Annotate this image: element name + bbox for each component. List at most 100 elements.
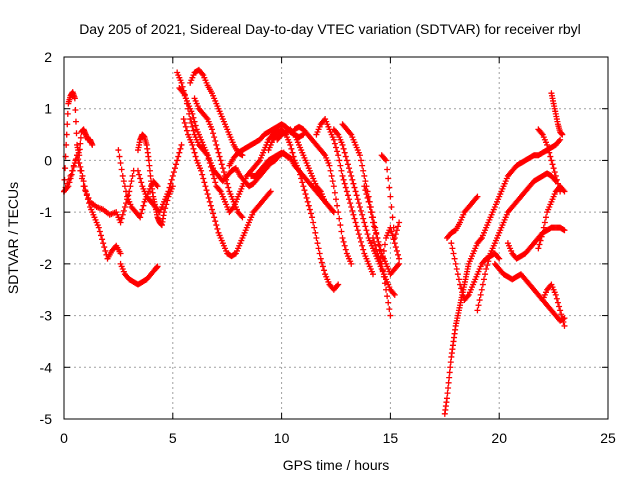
data-point-marker bbox=[167, 180, 174, 187]
series-pass-10 bbox=[180, 116, 274, 260]
data-point-marker bbox=[387, 193, 394, 200]
data-point-marker bbox=[329, 178, 336, 185]
data-point-marker bbox=[139, 206, 146, 213]
data-point-marker bbox=[138, 179, 145, 186]
data-point-marker bbox=[536, 241, 543, 248]
data-point-marker bbox=[459, 289, 466, 296]
data-point-marker bbox=[309, 214, 316, 221]
data-point-marker bbox=[482, 271, 489, 278]
data-point-marker bbox=[554, 180, 561, 187]
data-point-marker bbox=[478, 286, 485, 293]
data-point-marker bbox=[349, 207, 356, 214]
data-point-marker bbox=[225, 184, 232, 191]
data-point-marker bbox=[343, 157, 350, 164]
data-point-marker bbox=[353, 192, 360, 199]
data-point-marker bbox=[191, 149, 198, 156]
data-point-marker bbox=[299, 179, 306, 186]
data-point-marker bbox=[117, 160, 124, 167]
data-point-marker bbox=[238, 213, 245, 220]
data-point-marker bbox=[212, 179, 219, 186]
data-point-marker bbox=[75, 160, 82, 167]
data-point-marker bbox=[219, 165, 226, 172]
data-point-marker bbox=[266, 189, 273, 196]
data-point-marker bbox=[335, 281, 342, 288]
data-point-marker bbox=[187, 116, 194, 123]
data-point-marker bbox=[358, 157, 365, 164]
data-point-marker bbox=[347, 130, 354, 137]
data-point-marker bbox=[296, 167, 303, 174]
data-point-marker bbox=[311, 224, 318, 231]
series-pass-03 bbox=[117, 260, 161, 288]
data-point-marker bbox=[561, 322, 568, 329]
data-point-marker bbox=[128, 178, 135, 185]
data-point-marker bbox=[449, 245, 456, 252]
data-point-marker bbox=[384, 293, 391, 300]
data-point-marker bbox=[367, 209, 374, 216]
data-point-marker bbox=[212, 138, 219, 145]
data-point-marker bbox=[554, 299, 561, 306]
data-point-marker bbox=[373, 231, 380, 238]
data-point-marker bbox=[210, 130, 217, 137]
data-point-marker bbox=[302, 191, 309, 198]
data-point-marker bbox=[198, 167, 205, 174]
data-point-marker bbox=[146, 162, 153, 169]
data-point-marker bbox=[556, 138, 563, 145]
data-point-marker bbox=[208, 126, 215, 133]
data-point-marker bbox=[556, 303, 563, 310]
data-point-marker bbox=[77, 140, 84, 147]
data-point-marker bbox=[117, 219, 124, 226]
data-point-marker bbox=[383, 157, 390, 164]
data-point-marker bbox=[486, 254, 493, 261]
data-point-marker bbox=[203, 114, 210, 121]
data-point-marker bbox=[476, 297, 483, 304]
data-point-marker bbox=[358, 207, 365, 214]
series-pass-25 bbox=[443, 193, 481, 241]
data-point-marker bbox=[358, 238, 365, 245]
data-point-marker bbox=[213, 141, 220, 148]
data-point-marker bbox=[118, 215, 125, 222]
data-point-marker bbox=[95, 224, 102, 231]
data-point-marker bbox=[386, 306, 393, 313]
data-point-marker bbox=[176, 149, 183, 156]
x-tick-label: 25 bbox=[600, 430, 616, 446]
data-point-marker bbox=[368, 214, 375, 221]
data-point-marker bbox=[361, 219, 368, 226]
data-point-marker bbox=[473, 194, 480, 201]
data-point-marker bbox=[206, 198, 213, 205]
data-point-marker bbox=[304, 198, 311, 205]
data-point-marker bbox=[162, 205, 169, 212]
data-point-marker bbox=[77, 167, 84, 174]
data-point-marker bbox=[451, 255, 458, 262]
data-point-marker bbox=[347, 200, 354, 207]
data-point-marker bbox=[452, 260, 459, 267]
data-point-marker bbox=[356, 235, 363, 241]
data-point-marker bbox=[289, 149, 296, 156]
data-point-marker bbox=[129, 172, 136, 179]
data-point-marker bbox=[349, 176, 356, 183]
data-point-marker bbox=[342, 184, 349, 191]
data-point-marker bbox=[314, 240, 321, 247]
data-point-marker bbox=[373, 246, 380, 253]
data-point-marker bbox=[333, 196, 339, 203]
data-point-marker bbox=[359, 242, 366, 249]
x-axis-label: GPS time / hours bbox=[283, 457, 390, 473]
data-point-marker bbox=[445, 384, 452, 391]
data-point-marker bbox=[190, 127, 197, 134]
x-axis-ticks: 0 5 10 15 20 25 bbox=[60, 57, 616, 446]
data-point-marker bbox=[339, 172, 346, 179]
data-point-marker bbox=[371, 223, 378, 230]
data-point-marker bbox=[344, 161, 351, 168]
data-point-marker bbox=[171, 165, 178, 172]
data-point-marker bbox=[154, 263, 161, 270]
data-point-marker bbox=[183, 127, 190, 134]
data-point-marker bbox=[393, 247, 400, 254]
y-tick-label: -1 bbox=[40, 204, 53, 220]
data-point-marker bbox=[136, 171, 143, 178]
data-point-marker bbox=[444, 390, 451, 397]
data-point-marker bbox=[348, 260, 355, 267]
series-pass-16 bbox=[274, 126, 337, 216]
data-series bbox=[61, 66, 568, 417]
data-point-marker bbox=[544, 141, 551, 148]
data-point-marker bbox=[552, 291, 559, 298]
series-pass-24 bbox=[441, 235, 485, 417]
